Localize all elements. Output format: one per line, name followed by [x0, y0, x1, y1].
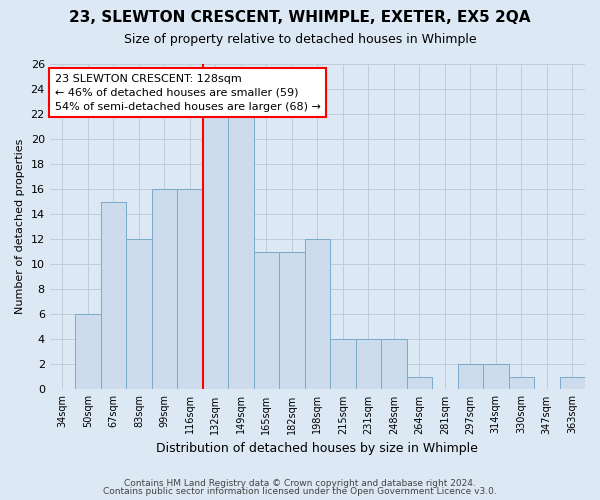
- Bar: [483, 364, 509, 390]
- Bar: [356, 340, 381, 390]
- Bar: [75, 314, 101, 390]
- Bar: [101, 202, 126, 390]
- Text: 23 SLEWTON CRESCENT: 128sqm
← 46% of detached houses are smaller (59)
54% of sem: 23 SLEWTON CRESCENT: 128sqm ← 46% of det…: [55, 74, 321, 112]
- Text: Size of property relative to detached houses in Whimple: Size of property relative to detached ho…: [124, 32, 476, 46]
- Text: Contains HM Land Registry data © Crown copyright and database right 2024.: Contains HM Land Registry data © Crown c…: [124, 478, 476, 488]
- Bar: [228, 114, 254, 390]
- X-axis label: Distribution of detached houses by size in Whimple: Distribution of detached houses by size …: [157, 442, 478, 455]
- Bar: [279, 252, 305, 390]
- Bar: [381, 340, 407, 390]
- Bar: [254, 252, 279, 390]
- Bar: [407, 377, 432, 390]
- Y-axis label: Number of detached properties: Number of detached properties: [15, 139, 25, 314]
- Bar: [305, 239, 330, 390]
- Bar: [177, 189, 203, 390]
- Bar: [126, 239, 152, 390]
- Text: 23, SLEWTON CRESCENT, WHIMPLE, EXETER, EX5 2QA: 23, SLEWTON CRESCENT, WHIMPLE, EXETER, E…: [69, 10, 531, 25]
- Text: Contains public sector information licensed under the Open Government Licence v3: Contains public sector information licen…: [103, 487, 497, 496]
- Bar: [330, 340, 356, 390]
- Bar: [458, 364, 483, 390]
- Bar: [203, 114, 228, 390]
- Bar: [152, 189, 177, 390]
- Bar: [560, 377, 585, 390]
- Bar: [509, 377, 534, 390]
